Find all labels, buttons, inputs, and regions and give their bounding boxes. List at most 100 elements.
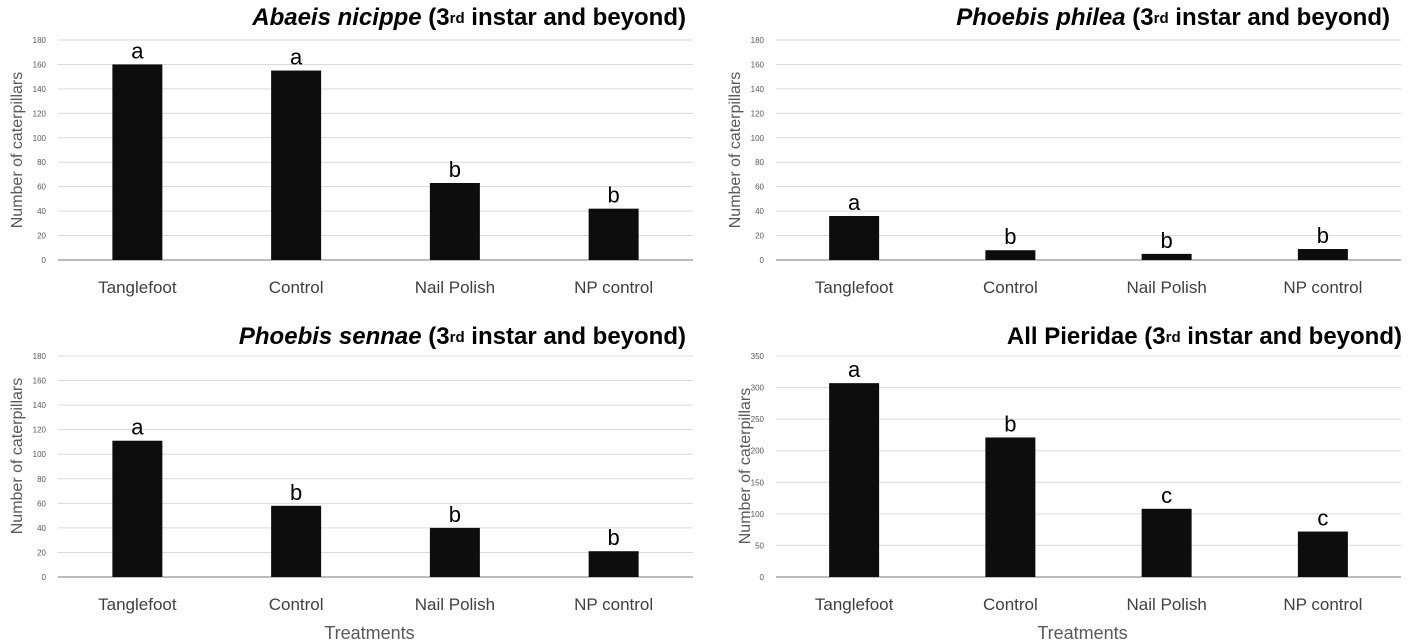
significance-label: b (1004, 411, 1016, 436)
y-tick-label: 100 (751, 134, 765, 143)
bar (1141, 508, 1192, 577)
chart-title: Abaeis nicippe (3rd instar and beyond) (252, 4, 686, 31)
bar (429, 183, 480, 260)
y-tick-label: 80 (37, 475, 46, 484)
bar (429, 527, 480, 577)
x-tick-label: Nail Polish (1126, 278, 1206, 297)
chart-panel-phoebis-sennae: 0 20 40 60 80 100 120 140 160 180 a Tanglefoot b Cont… (0, 321, 708, 643)
significance-label: b (449, 157, 461, 182)
y-axis-label: Number of caterpillars (9, 378, 26, 535)
bar (829, 383, 880, 577)
significance-label: b (449, 502, 461, 527)
significance-label: b (1161, 228, 1173, 253)
y-axis-label: Number of caterpillars (9, 72, 26, 229)
x-tick-label: NP control (574, 595, 653, 614)
y-tick-label: 180 (33, 352, 47, 361)
y-tick-label: 160 (33, 377, 47, 386)
y-tick-label: 0 (42, 256, 47, 265)
y-axis-label: Number of caterpillars (727, 72, 744, 229)
y-tick-label: 40 (755, 207, 764, 216)
significance-label: b (608, 525, 620, 550)
y-tick-label: 20 (37, 548, 46, 557)
x-axis-label: Treatments (324, 623, 414, 643)
x-tick-label: Nail Polish (415, 595, 495, 614)
x-axis-label: Treatments (1037, 623, 1127, 643)
x-tick-label: Control (983, 278, 1038, 297)
y-tick-label: 160 (751, 60, 765, 69)
y-tick-label: 150 (751, 478, 765, 487)
x-tick-label: Nail Polish (1126, 595, 1206, 614)
bar (1141, 253, 1192, 260)
significance-label: c (1317, 506, 1328, 531)
y-tick-label: 100 (33, 134, 47, 143)
y-tick-label: 140 (33, 85, 47, 94)
y-tick-label: 0 (42, 573, 47, 582)
significance-label: b (290, 480, 302, 505)
y-tick-label: 120 (33, 109, 47, 118)
y-tick-label: 40 (37, 207, 46, 216)
bar (271, 70, 322, 260)
y-tick-label: 100 (33, 450, 47, 459)
y-tick-label: 0 (760, 573, 765, 582)
chart-panel-phoebis-philea: 0 20 40 60 80 100 120 140 160 180 a Tanglefoot b Cont… (708, 0, 1416, 321)
bar (985, 437, 1036, 577)
significance-label: c (1161, 483, 1172, 508)
x-tick-label: Control (269, 595, 324, 614)
chart-svg-2: 0 20 40 60 80 100 120 140 160 180 a Tanglefoot b Cont… (727, 36, 1401, 297)
y-tick-label: 140 (33, 401, 47, 410)
x-tick-label: NP control (1283, 595, 1362, 614)
x-tick-label: Tanglefoot (98, 278, 177, 297)
bar (1297, 249, 1348, 260)
significance-label: a (131, 38, 144, 63)
x-tick-label: NP control (574, 278, 653, 297)
x-tick-label: Control (269, 278, 324, 297)
bar (112, 64, 163, 260)
y-tick-label: 180 (33, 36, 47, 45)
significance-label: b (1317, 223, 1329, 248)
chart-title: Phoebis sennae (3rd instar and beyond) (238, 323, 686, 350)
bar (271, 505, 322, 577)
y-tick-label: 250 (751, 415, 765, 424)
y-tick-label: 20 (755, 232, 764, 241)
significance-label: a (290, 45, 303, 70)
y-tick-label: 60 (37, 499, 46, 508)
bar (588, 551, 639, 577)
y-tick-label: 140 (751, 85, 765, 94)
x-tick-label: NP control (1283, 278, 1362, 297)
y-tick-label: 200 (751, 447, 765, 456)
y-tick-label: 20 (37, 232, 46, 241)
y-tick-label: 350 (751, 352, 765, 361)
y-axis-label: Number of caterpillars (737, 388, 754, 545)
significance-label: a (848, 357, 861, 382)
bar (1297, 531, 1348, 577)
bar (588, 208, 639, 260)
y-tick-label: 300 (751, 384, 765, 393)
chart-svg-1: 0 20 40 60 80 100 120 140 160 180 a Tanglefoot a Cont… (9, 36, 693, 297)
bar (112, 440, 163, 577)
y-tick-label: 180 (751, 36, 765, 45)
y-tick-label: 160 (33, 60, 47, 69)
x-tick-label: Control (983, 595, 1038, 614)
chart-title: Phoebis philea (3rd instar and beyond) (956, 4, 1390, 31)
chart-panel-all-pieridae: 0 50 100 150 200 250 300 350 a Tanglefoot b Control… (708, 321, 1416, 643)
bar (829, 216, 880, 260)
y-tick-label: 50 (755, 541, 764, 550)
x-tick-label: Tanglefoot (815, 595, 894, 614)
y-tick-label: 60 (755, 183, 764, 192)
significance-label: b (1004, 224, 1016, 249)
chart-panel-abaeis-nicippe: 0 20 40 60 80 100 120 140 160 180 a Tanglefoot a Cont… (0, 0, 708, 321)
significance-label: b (608, 183, 620, 208)
chart-title: All Pieridae (3rd instar and beyond) (1006, 323, 1402, 350)
y-tick-label: 0 (760, 256, 765, 265)
bar (985, 250, 1036, 260)
y-tick-label: 120 (751, 109, 765, 118)
y-tick-label: 100 (751, 510, 765, 519)
x-tick-label: Nail Polish (415, 278, 495, 297)
y-tick-label: 40 (37, 524, 46, 533)
y-tick-label: 80 (755, 158, 764, 167)
chart-svg-3: 0 20 40 60 80 100 120 140 160 180 a Tanglefoot b Cont… (9, 352, 693, 643)
significance-label: a (131, 415, 144, 440)
y-tick-label: 120 (33, 426, 47, 435)
x-tick-label: Tanglefoot (815, 278, 894, 297)
significance-label: a (848, 190, 861, 215)
